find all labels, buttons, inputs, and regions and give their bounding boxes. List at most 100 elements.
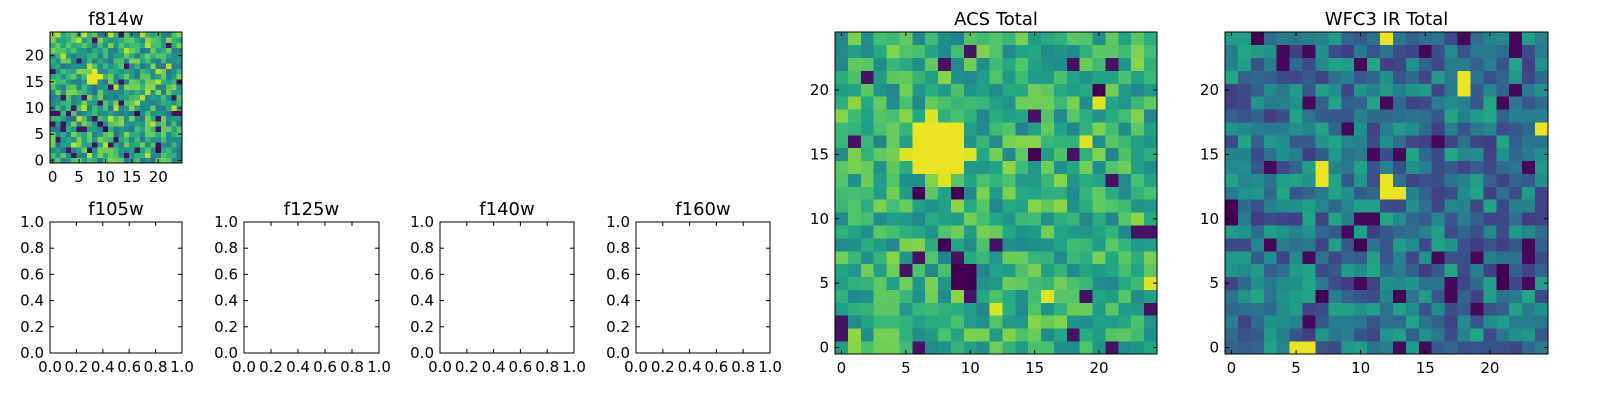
- heatmap-cell: [1041, 302, 1055, 316]
- heatmap-cell: [171, 110, 178, 117]
- heatmap-cell: [1496, 96, 1510, 110]
- heatmap-cell: [1341, 225, 1355, 239]
- heatmap-cell: [160, 121, 167, 127]
- heatmap-cell: [1118, 341, 1132, 355]
- heatmap-cell: [1418, 212, 1433, 226]
- heatmap-cell: [145, 47, 151, 54]
- heatmap-cell: [950, 302, 965, 316]
- heatmap-cell: [1509, 173, 1523, 187]
- heatmap-cell: [97, 32, 104, 38]
- heatmap-cell: [1041, 147, 1055, 162]
- heatmap-cell: [97, 142, 104, 148]
- heatmap-cell: [118, 32, 125, 38]
- heatmap-cell: [1079, 250, 1093, 265]
- heatmap-cell: [76, 131, 82, 138]
- heatmap-cell: [50, 84, 56, 90]
- heatmap-cell: [60, 105, 67, 111]
- heatmap-cell: [65, 136, 72, 143]
- heatmap-cell: [92, 68, 98, 75]
- heatmap-cell: [1431, 263, 1445, 278]
- heatmap-cell: [1144, 302, 1158, 316]
- y-tick-label: 10: [25, 99, 44, 117]
- heatmap-cell: [97, 73, 104, 80]
- heatmap-cell: [139, 37, 146, 43]
- heatmap-cell: [1066, 225, 1081, 239]
- heatmap-cell: [1444, 160, 1458, 174]
- heatmap-cell: [860, 302, 874, 316]
- heatmap-cell: [1341, 32, 1355, 46]
- heatmap-cell: [1079, 238, 1093, 252]
- heatmap-cell: [1092, 57, 1106, 71]
- heatmap-cell: [912, 186, 926, 200]
- heatmap-cell: [963, 302, 977, 316]
- heatmap-cell: [1225, 147, 1239, 162]
- heatmap-cell: [1315, 160, 1329, 174]
- heatmap-cell: [1289, 147, 1303, 162]
- y-tick-label: 0.4: [410, 292, 434, 310]
- heatmap-cell: [1380, 135, 1394, 149]
- heatmap-cell: [886, 44, 900, 59]
- heatmap-cell: [1483, 44, 1497, 59]
- heatmap-cell: [118, 136, 125, 143]
- heatmap-cell: [1118, 32, 1132, 46]
- heatmap-cell: [102, 152, 109, 159]
- heatmap-cell: [1457, 263, 1471, 278]
- heatmap-cell: [65, 84, 72, 90]
- heatmap-cell: [1250, 302, 1265, 316]
- heatmap-cell: [976, 160, 990, 174]
- heatmap-cell: [118, 84, 125, 90]
- heatmap-cell: [113, 42, 119, 49]
- heatmap-cell: [835, 276, 849, 290]
- heatmap-cell: [1263, 341, 1277, 355]
- heatmap-cell: [166, 68, 172, 75]
- heatmap-cell: [1079, 83, 1093, 97]
- heatmap-cell: [1118, 109, 1132, 123]
- heatmap-cell: [145, 89, 151, 96]
- heatmap-cell: [950, 147, 965, 162]
- heatmap-cell: [963, 341, 977, 355]
- heatmap-cell: [1092, 83, 1106, 97]
- heatmap-cell: [989, 250, 1003, 265]
- heatmap-cell: [1263, 70, 1277, 84]
- heatmap-cell: [1509, 250, 1523, 265]
- heatmap-cell: [1237, 250, 1252, 265]
- heatmap-cell: [76, 115, 82, 122]
- heatmap-cell: [835, 44, 849, 59]
- heatmap-cell: [1131, 276, 1145, 290]
- heatmap-cell: [1015, 44, 1029, 59]
- heatmap-cell: [1341, 212, 1355, 226]
- heatmap-cell: [860, 263, 874, 278]
- heatmap-cell: [160, 37, 167, 43]
- heatmap-cell: [1028, 57, 1042, 71]
- heatmap-cell: [1131, 238, 1145, 252]
- heatmap-cell: [847, 225, 862, 239]
- heatmap-cell: [1263, 238, 1277, 252]
- heatmap-cell: [925, 238, 939, 252]
- heatmap-cell: [60, 79, 67, 85]
- heatmap-cell: [86, 110, 93, 117]
- heatmap-cell: [1002, 341, 1016, 355]
- heatmap-cell: [166, 115, 172, 122]
- heatmap-cell: [886, 302, 900, 316]
- heatmap-cell: [129, 100, 135, 106]
- heatmap-cell: [1028, 96, 1042, 110]
- heatmap-cell: [1092, 212, 1106, 226]
- y-tick-label: 10: [1200, 210, 1219, 228]
- heatmap-cell: [97, 37, 104, 43]
- heatmap-cell: [1483, 122, 1497, 136]
- heatmap-cell: [1041, 57, 1055, 71]
- heatmap-cell: [899, 57, 913, 71]
- heatmap-cell: [1105, 328, 1119, 342]
- heatmap-cell: [65, 68, 72, 75]
- heatmap-cell: [102, 52, 109, 59]
- y-tick-label: 20: [1200, 81, 1219, 99]
- heatmap-cell: [989, 276, 1003, 290]
- heatmap-cell: [1225, 289, 1239, 303]
- heatmap-cell: [1237, 83, 1252, 97]
- heatmap-cell: [1302, 173, 1316, 187]
- heatmap-cell: [989, 173, 1003, 187]
- heatmap-cell: [1315, 289, 1329, 303]
